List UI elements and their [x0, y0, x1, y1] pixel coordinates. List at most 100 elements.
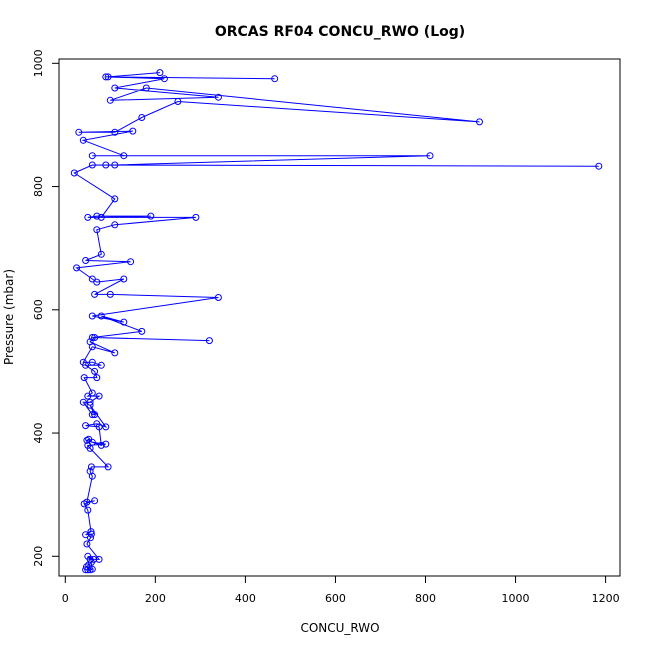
- data-point: [95, 555, 103, 563]
- data-point: [102, 440, 110, 448]
- data-point: [83, 563, 90, 571]
- data-point: [84, 506, 92, 514]
- data-point: [95, 392, 103, 400]
- data-point: [86, 338, 94, 346]
- data-point: [93, 374, 101, 382]
- chart-title: ORCAS RF04 CONCU_RWO (Log): [215, 24, 465, 40]
- series-line: [73, 72, 599, 571]
- data-point: [111, 349, 119, 357]
- data-point: [70, 169, 78, 177]
- x-tick-label: 200: [145, 592, 166, 605]
- data-point: [88, 334, 96, 341]
- y-tick-label: 1000: [32, 49, 45, 77]
- data-point: [88, 152, 96, 160]
- data-point: [97, 361, 105, 369]
- data-point: [88, 389, 96, 397]
- data-point: [91, 411, 99, 419]
- data-point: [87, 528, 95, 536]
- y-tick-label: 200: [32, 546, 45, 567]
- data-point: [111, 221, 119, 229]
- x-tick-label: 600: [325, 592, 346, 605]
- data-point: [102, 73, 110, 81]
- data-point: [192, 213, 200, 221]
- x-tick-label: 400: [235, 592, 256, 605]
- data-point: [85, 435, 93, 443]
- data-point: [111, 161, 119, 169]
- data-point: [86, 467, 94, 475]
- data-point: [79, 398, 87, 406]
- data-point: [214, 93, 222, 101]
- series-layer: [70, 69, 603, 574]
- data-point: [88, 161, 96, 169]
- data-point: [90, 555, 98, 563]
- x-axis: 0 200 400 600 800 1000 1200: [62, 576, 620, 605]
- x-tick-label: 1000: [502, 592, 530, 605]
- data-point: [75, 128, 83, 136]
- data-point: [88, 565, 96, 573]
- x-axis-label: CONCU_RWO: [300, 621, 379, 635]
- data-point: [93, 226, 101, 234]
- data-point: [127, 258, 135, 266]
- data-point: [106, 290, 114, 298]
- data-point: [142, 84, 150, 92]
- data-point: [87, 463, 95, 471]
- data-point: [83, 498, 91, 506]
- data-point: [88, 312, 96, 320]
- data-point: [82, 566, 90, 574]
- data-point: [97, 441, 105, 449]
- data-point: [91, 367, 99, 375]
- data-point: [80, 374, 88, 382]
- data-point: [160, 75, 168, 83]
- data-point: [86, 401, 94, 409]
- data-point: [82, 257, 90, 264]
- data-point: [120, 318, 128, 326]
- y-tick-label: 600: [32, 299, 45, 320]
- x-tick-label: 0: [62, 592, 69, 605]
- data-point: [476, 118, 483, 126]
- y-axis-label: Pressure (mbar): [2, 269, 16, 365]
- data-point: [156, 69, 164, 77]
- data-point: [88, 275, 96, 283]
- data-point: [93, 420, 101, 428]
- data-point: [91, 334, 99, 341]
- data-point: [82, 422, 90, 430]
- data-point: [147, 212, 155, 220]
- data-point: [91, 290, 99, 298]
- data-point: [104, 73, 112, 81]
- x-tick-label: 1200: [592, 592, 620, 605]
- data-point: [97, 213, 105, 221]
- data-point: [138, 327, 146, 335]
- data-point: [205, 337, 213, 345]
- data-point: [91, 497, 99, 505]
- data-point: [73, 264, 81, 272]
- data-point: [83, 436, 91, 444]
- data-point: [174, 98, 182, 105]
- data-point: [97, 312, 105, 320]
- y-tick-label: 800: [32, 176, 45, 197]
- data-point: [120, 152, 128, 160]
- data-point: [120, 275, 128, 283]
- data-point: [83, 540, 91, 548]
- data-point: [102, 423, 110, 431]
- data-point: [271, 75, 279, 83]
- data-point: [86, 398, 94, 406]
- data-point: [88, 411, 96, 419]
- data-point: [111, 84, 119, 92]
- data-point: [129, 127, 137, 135]
- y-axis: 200 400 600 800 1000: [32, 49, 59, 567]
- data-point: [111, 195, 119, 203]
- data-point: [97, 250, 105, 258]
- data-point: [79, 358, 87, 366]
- data-point: [102, 161, 110, 169]
- data-point: [595, 162, 603, 170]
- data-point: [426, 152, 434, 160]
- data-point: [93, 212, 101, 220]
- data-point: [82, 531, 90, 539]
- data-point: [111, 128, 119, 136]
- data-point: [138, 114, 146, 121]
- y-tick-label: 400: [32, 423, 45, 444]
- data-point: [86, 555, 94, 563]
- data-point: [84, 213, 92, 221]
- data-point: [88, 358, 96, 366]
